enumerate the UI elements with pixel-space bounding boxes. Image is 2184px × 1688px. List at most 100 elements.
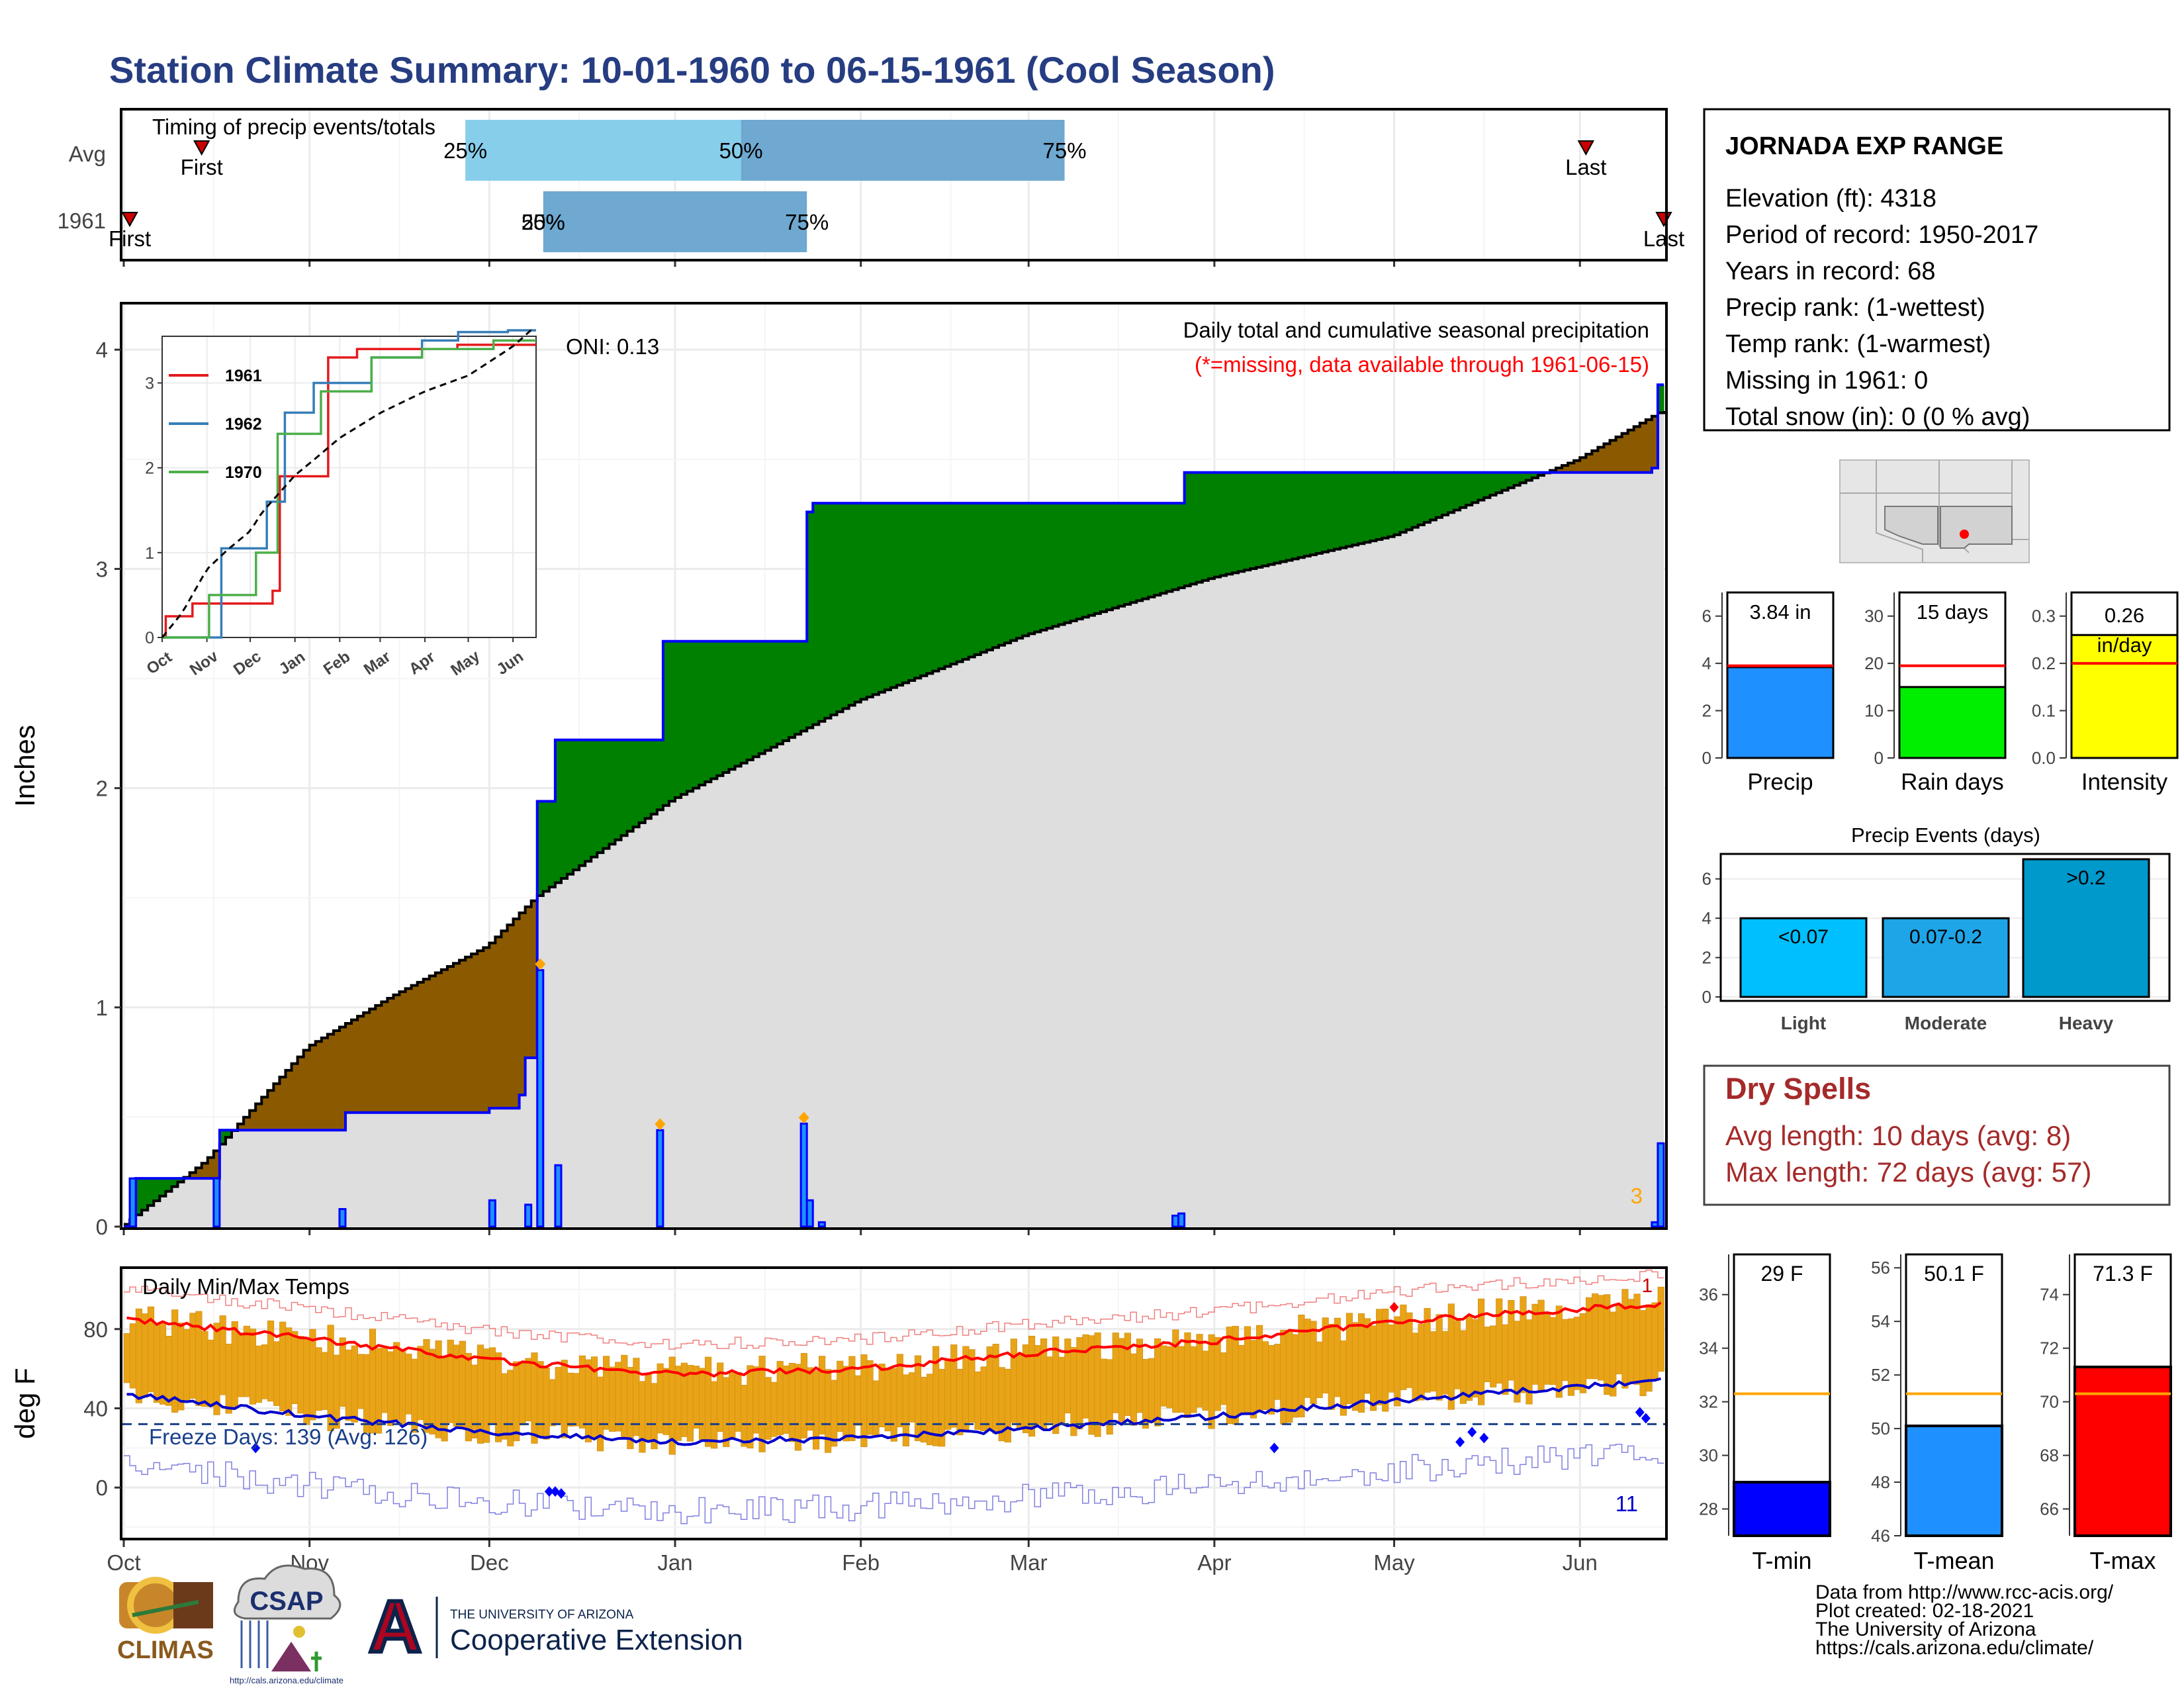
timing-first-marker-label: First: [109, 226, 151, 251]
precip-surplus-area: [165, 1178, 173, 1192]
precip-deficit-area: [1645, 419, 1653, 473]
precip-surplus-area: [986, 503, 993, 650]
daily-temp-bar: [1310, 1321, 1317, 1405]
locator-map: [1839, 459, 2030, 563]
daily-temp-bar: [183, 1329, 191, 1401]
precip-ytick-label: 4: [96, 338, 108, 362]
month-label: May: [1373, 1550, 1415, 1575]
temp-summary-bars: 28 30 32 34 36 29 F T-min 46 48 50 52 54 56 50.1 F T-m…: [1699, 1253, 2172, 1574]
precip-surplus-area: [1112, 503, 1119, 608]
timing-bar-50-75: [741, 120, 1065, 181]
precip-surplus-area: [1196, 472, 1203, 583]
precip-surplus-area: [1388, 472, 1395, 537]
precip-observed-line: [124, 383, 1664, 1228]
precip-surplus-area: [1064, 503, 1071, 623]
events-bar-heavy: [2022, 858, 2150, 998]
precip-deficit-area: [315, 1041, 322, 1131]
temp-summary-label: T-mean: [1913, 1547, 1994, 1574]
ua-letter: A: [369, 1586, 421, 1667]
daily-temp-bar: [956, 1369, 964, 1436]
daily-temp-bar: [1394, 1316, 1401, 1407]
daily-temp-bar: [1238, 1344, 1245, 1415]
daily-temp-bar: [1046, 1356, 1054, 1423]
precip-surplus-area: [1376, 472, 1383, 539]
ua-cooperative-extension: Cooperative Extension: [450, 1624, 743, 1656]
daily-temp-bar: [1484, 1327, 1491, 1382]
daily-temp-bar: [1202, 1350, 1209, 1411]
precip-deficit-area: [399, 992, 406, 1113]
precip-surplus-area: [1448, 472, 1455, 513]
summary-label: Intensity: [2081, 769, 2168, 795]
ua-small-text: THE UNIVERSITY OF ARIZONA: [450, 1608, 634, 1622]
daily-precip-marker: [655, 1118, 666, 1131]
daily-temp-bar: [1561, 1319, 1569, 1382]
daily-temp-bar: [351, 1345, 358, 1423]
precip-surplus-area: [854, 503, 862, 702]
precip-deficit-area: [519, 912, 526, 1096]
temp-corner-high: 1: [1641, 1275, 1653, 1297]
precip-panel: 0 1 2 3 4 Inches Daily total and cumulative …: [9, 302, 1668, 1239]
inset-frame: [161, 336, 537, 638]
precip-surplus-area: [962, 503, 970, 660]
summary-value: 3.84 in: [1749, 600, 1811, 624]
precip-surplus-area: [1094, 503, 1101, 614]
summary-label: Rain days: [1901, 769, 2004, 795]
precip-surplus-area: [675, 641, 682, 798]
daily-temp-bar: [1435, 1314, 1443, 1401]
precip-surplus-area: [1310, 472, 1317, 555]
precip-surplus-area: [1244, 472, 1251, 571]
precip-surplus-area: [1124, 503, 1131, 604]
daily-temp-bar: [225, 1343, 232, 1414]
precip-deficit-area: [447, 966, 454, 1113]
daily-temp-bar: [1316, 1341, 1323, 1398]
daily-temp-bar: [1502, 1324, 1509, 1395]
precip-surplus-area: [1070, 503, 1077, 621]
precip-surplus-area: [1496, 472, 1503, 493]
daily-temp-bar: [1034, 1345, 1042, 1425]
temp-summary-value: 71.3 F: [2093, 1262, 2153, 1286]
precip-surplus-area: [585, 739, 592, 862]
summary-value: 15 days: [1917, 600, 1989, 624]
daily-temp-bar: [1154, 1338, 1161, 1427]
inset-ytick-label: 0: [145, 629, 154, 647]
precip-deficit-area: [1562, 465, 1569, 473]
station-box: JORNADA EXP RANGE Elevation (ft): 4318 P…: [1703, 108, 2171, 432]
record-low-marker: [1455, 1436, 1465, 1448]
daily-temp-bar: [1418, 1324, 1425, 1401]
precip-surplus-area: [860, 503, 868, 700]
precip-surplus-area: [633, 739, 640, 827]
temp-summary-tick-label: 52: [1871, 1365, 1890, 1385]
precip-deficit-area: [441, 969, 448, 1113]
record-low-marker: [544, 1486, 554, 1497]
precip-surplus-area: [1502, 472, 1509, 491]
daily-precip-marker: [535, 958, 546, 970]
precip-surplus-area: [1441, 472, 1449, 515]
precip-surplus-area: [1328, 472, 1335, 551]
timing-pct-label: 25%: [522, 210, 565, 234]
temp-ytick-label: 80: [83, 1317, 108, 1342]
precip-deficit-area: [321, 1037, 328, 1131]
daily-temp-bar: [1579, 1313, 1587, 1393]
inset-average-line: [161, 328, 533, 638]
daily-temp-bar: [692, 1366, 700, 1429]
inset-legend-label: 1961: [225, 367, 262, 385]
daily-precip-bar: [1657, 1142, 1665, 1228]
daily-temp-bar: [1142, 1358, 1150, 1429]
precip-surplus-area: [1537, 472, 1545, 476]
temp-ytick-label: 0: [96, 1476, 108, 1500]
timing-bar-50-75: [543, 191, 807, 252]
daily-temp-bar: [1447, 1303, 1455, 1410]
daily-temp-bar: [782, 1366, 790, 1434]
precip-ytick-label: 3: [96, 557, 108, 581]
daily-temp-bar: [471, 1364, 478, 1438]
precip-surplus-area: [657, 739, 664, 810]
events-tick-label: 6: [1702, 869, 1711, 889]
daily-temp-bar: [980, 1366, 987, 1432]
daily-temp-bar: [1148, 1358, 1156, 1423]
precip-surplus-area: [866, 503, 874, 697]
precip-surplus-area: [1142, 503, 1149, 599]
daily-temp-bar: [1328, 1323, 1335, 1410]
daily-temp-bar: [1412, 1333, 1419, 1401]
daily-precip-bar: [1177, 1212, 1186, 1228]
